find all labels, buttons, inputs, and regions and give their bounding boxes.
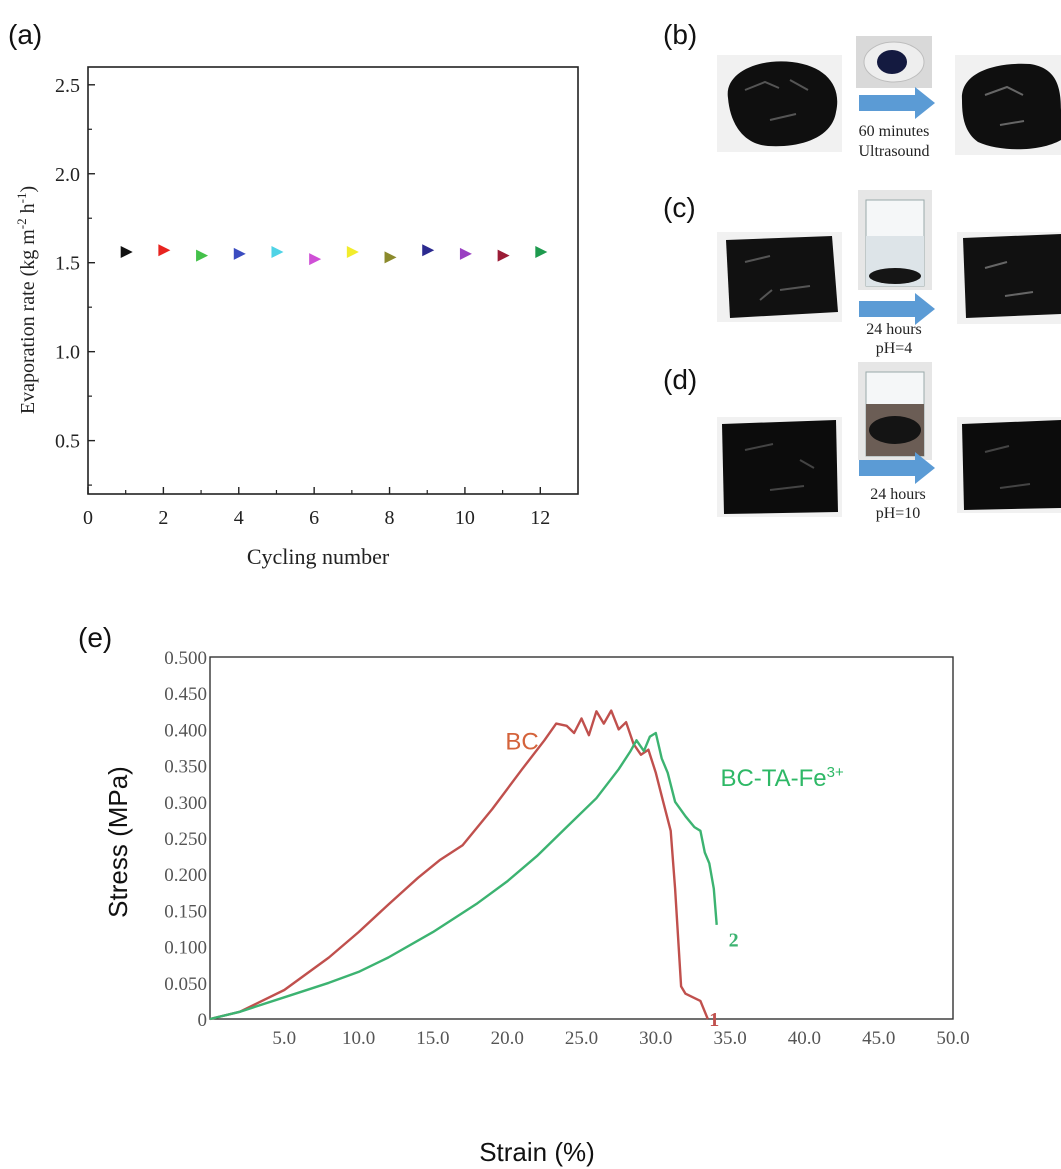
stress-strain-y-tick-label: 0.350 bbox=[164, 757, 207, 778]
photo-b-after bbox=[955, 55, 1061, 155]
photo-d-before bbox=[717, 417, 842, 517]
evaporation-data-point bbox=[459, 247, 472, 260]
arrow-d-shape bbox=[859, 452, 935, 484]
arrow-d bbox=[859, 452, 935, 484]
evaporation-y-tick-label: 0.5 bbox=[55, 431, 80, 453]
evaporation-x-tick-label: 10 bbox=[455, 507, 475, 529]
stress-strain-chart-ticks: 5.0 10.0 15.0 20.0 25.0 30.0 35.0 40.0 45.0 50.0 0… bbox=[164, 648, 969, 1049]
stress-strain-chart-annotations: BC BC-TA-Fe3+ 1 2 bbox=[505, 729, 844, 1032]
caption-d-line2: pH=10 bbox=[876, 505, 921, 522]
stress-strain-series-2 bbox=[209, 731, 718, 1021]
panel-label-c: (c) bbox=[663, 192, 696, 223]
stress-strain-chart: 5.0 10.0 15.0 20.0 25.0 30.0 35.0 40.0 45.0 50.0 0… bbox=[103, 648, 970, 1167]
evaporation-data-point bbox=[158, 244, 171, 257]
stress-strain-y-tick-label: 0.200 bbox=[164, 865, 207, 886]
panel-label-d: (d) bbox=[663, 364, 697, 395]
evaporation-data-point bbox=[309, 253, 322, 266]
stress-strain-y-tick-label: 0.300 bbox=[164, 793, 207, 814]
stress-strain-y-tick-label: 0.100 bbox=[164, 938, 207, 959]
stress-strain-chart-lines bbox=[209, 709, 718, 1021]
arrow-c-shape bbox=[859, 293, 935, 325]
panel-label-e: (e) bbox=[78, 622, 112, 653]
stress-strain-x-tick-label: 45.0 bbox=[862, 1028, 895, 1049]
stress-strain-x-tick-label: 25.0 bbox=[565, 1028, 598, 1049]
evaporation-y-tick-label: 1.0 bbox=[55, 342, 80, 364]
photo-c-beaker bbox=[858, 190, 932, 290]
evaporation-x-tick-label: 0 bbox=[83, 507, 93, 529]
arrow-c bbox=[859, 293, 935, 325]
stress-strain-x-tick-label: 5.0 bbox=[272, 1028, 296, 1049]
photo-b-before bbox=[717, 55, 842, 152]
evaporation-y-tick-label: 2.5 bbox=[55, 75, 80, 97]
stress-strain-y-tick-label: 0.250 bbox=[164, 829, 207, 850]
photo-d-after bbox=[957, 417, 1061, 513]
evaporation-data-point bbox=[346, 246, 359, 259]
photo-c-after bbox=[957, 232, 1061, 324]
evaporation-x-tick-label: 12 bbox=[530, 507, 550, 529]
evaporation-y-axis-label: Evaporation rate (kg m-2 h-1) bbox=[14, 186, 39, 414]
evaporation-data-point bbox=[196, 249, 209, 262]
stress-strain-series-1 bbox=[209, 709, 709, 1021]
evaporation-data-point bbox=[422, 244, 435, 257]
panel-label-a: (a) bbox=[8, 19, 42, 50]
stress-strain-y-axis-label: Stress (MPa) bbox=[103, 766, 133, 918]
evaporation-x-axis-label: Cycling number bbox=[247, 544, 390, 569]
evaporation-data-point bbox=[535, 246, 548, 259]
stress-strain-annotation: 2 bbox=[729, 930, 739, 952]
evaporation-chart-frame bbox=[87, 66, 579, 495]
evaporation-data-point bbox=[497, 249, 510, 262]
stress-strain-annotation: BC-TA-Fe3+ bbox=[720, 764, 844, 792]
caption-c-line1: 24 hours bbox=[866, 321, 922, 338]
photo-b-ultrasound-beaker bbox=[856, 36, 932, 88]
stress-strain-x-tick-label: 30.0 bbox=[639, 1028, 672, 1049]
arrow-b-shape bbox=[859, 87, 935, 119]
caption-b-line2: Ultrasound bbox=[858, 143, 929, 160]
evaporation-data-point bbox=[384, 251, 397, 264]
arrow-b bbox=[859, 87, 935, 119]
photo-row-c: 24 hours pH=4 bbox=[717, 190, 1061, 357]
stress-strain-annotation: 1 bbox=[709, 1009, 719, 1031]
stress-strain-x-tick-label: 40.0 bbox=[788, 1028, 821, 1049]
stress-strain-x-tick-label: 15.0 bbox=[416, 1028, 449, 1049]
evaporation-chart-points bbox=[120, 244, 548, 266]
evaporation-x-tick-label: 8 bbox=[385, 507, 395, 529]
stress-strain-y-tick-label: 0.400 bbox=[164, 720, 207, 741]
evaporation-data-point bbox=[120, 246, 133, 259]
evaporation-y-tick-label: 2.0 bbox=[55, 164, 80, 186]
evaporation-chart-ticks: 0 2 4 6 8 10 12 0.5 1.0 1.5 2.0 2.5 bbox=[55, 75, 550, 529]
stress-strain-y-tick-label: 0.450 bbox=[164, 684, 207, 705]
stress-strain-x-axis-label: Strain (%) bbox=[479, 1137, 595, 1167]
stress-strain-y-tick-label: 0.150 bbox=[164, 901, 207, 922]
stress-strain-x-tick-label: 10.0 bbox=[342, 1028, 375, 1049]
stress-strain-y-tick-label: 0.050 bbox=[164, 974, 207, 995]
stress-strain-x-tick-label: 20.0 bbox=[491, 1028, 524, 1049]
stress-strain-annotation: BC bbox=[505, 729, 538, 756]
photo-c-before bbox=[717, 232, 842, 322]
evaporation-chart: 0 2 4 6 8 10 120.51.01.52.02.5 Cycling number … bbox=[14, 66, 579, 569]
evaporation-x-tick-label: 6 bbox=[309, 507, 319, 529]
stress-strain-x-tick-label: 50.0 bbox=[936, 1028, 969, 1049]
stress-strain-chart-frame bbox=[209, 656, 954, 1020]
panel-label-b: (b) bbox=[663, 19, 697, 50]
evaporation-data-point bbox=[233, 247, 246, 260]
stress-strain-y-tick-label: 0 bbox=[198, 1010, 208, 1031]
photo-row-b: 60 minutes Ultrasound bbox=[717, 36, 1061, 160]
evaporation-x-tick-label: 2 bbox=[158, 507, 168, 529]
evaporation-y-tick-label: 1.5 bbox=[55, 253, 80, 275]
stress-strain-y-tick-label: 0.500 bbox=[164, 648, 207, 669]
photo-d-beaker bbox=[858, 362, 932, 460]
evaporation-data-point bbox=[271, 246, 284, 259]
caption-d-line1: 24 hours bbox=[870, 486, 926, 503]
caption-b-line1: 60 minutes bbox=[859, 123, 930, 140]
stress-strain-x-tick-label: 35.0 bbox=[713, 1028, 746, 1049]
evaporation-x-tick-label: 4 bbox=[234, 507, 244, 529]
photo-row-d: 24 hours pH=10 bbox=[717, 362, 1061, 522]
caption-c-line2: pH=4 bbox=[876, 340, 913, 357]
